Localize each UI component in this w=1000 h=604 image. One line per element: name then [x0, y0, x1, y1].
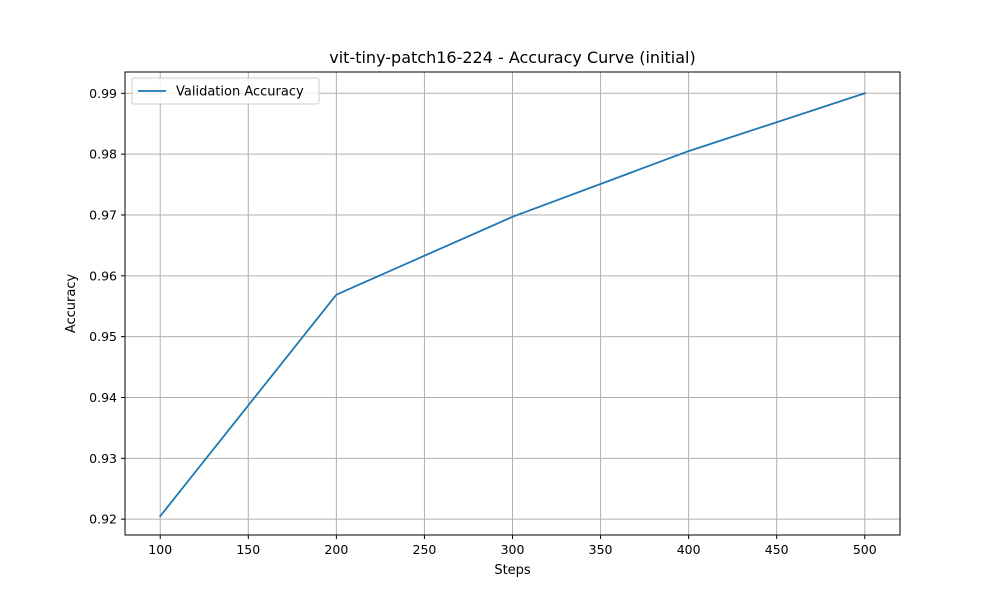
x-axis-ticks: 100 150 200 250 300 350 400 450 500: [148, 535, 877, 557]
legend-label: Validation Accuracy: [176, 85, 304, 100]
y-tick-label: 0.95: [89, 329, 117, 344]
x-tick-label: 150: [236, 542, 260, 557]
legend: Validation Accuracy: [131, 77, 320, 105]
x-tick-label: 300: [501, 542, 525, 557]
series-line-validation-accuracy: [158, 92, 866, 518]
y-tick-label: 0.93: [89, 451, 117, 466]
x-tick-label: 400: [677, 542, 701, 557]
x-tick-label: 350: [589, 542, 613, 557]
y-tick-label: 0.96: [89, 268, 117, 283]
y-tick-label: 0.92: [89, 512, 117, 527]
x-tick-label: 200: [324, 542, 348, 557]
y-axis-ticks: 0.92 0.93 0.94 0.95 0.96 0.97 0.98 0.99: [89, 86, 125, 527]
y-tick-label: 0.98: [89, 147, 117, 162]
y-tick-label: 0.99: [89, 86, 117, 101]
x-tick-label: 450: [765, 542, 789, 557]
x-tick-label: 100: [148, 542, 172, 557]
grid: [125, 72, 900, 535]
chart-title: vit-tiny-patch16-224 - Accuracy Curve (i…: [329, 48, 695, 67]
x-axis-label: Steps: [494, 563, 531, 578]
series-layer: [158, 92, 866, 518]
y-axis-label: Accuracy: [64, 274, 79, 334]
x-tick-label: 500: [853, 542, 877, 557]
x-tick-label: 250: [413, 542, 437, 557]
legend-box: [131, 77, 320, 105]
y-tick-label: 0.97: [89, 207, 117, 222]
y-tick-label: 0.94: [89, 390, 117, 405]
